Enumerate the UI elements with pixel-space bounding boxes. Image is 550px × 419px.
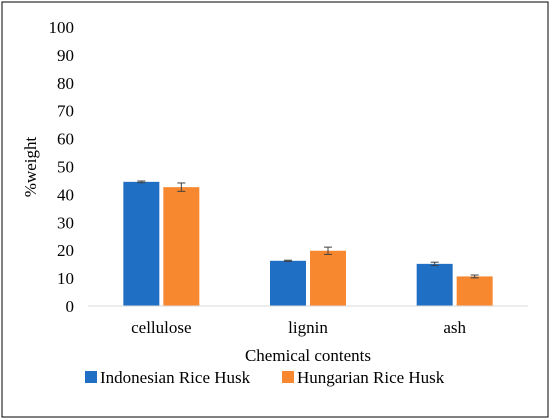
y-tick-label: 70 bbox=[57, 102, 74, 121]
x-tick-label: lignin bbox=[288, 318, 328, 337]
y-tick-label: 90 bbox=[57, 46, 74, 65]
y-tick-label: 20 bbox=[57, 241, 74, 260]
x-tick-label: ash bbox=[443, 318, 466, 337]
legend-label: Indonesian Rice Husk bbox=[100, 368, 251, 387]
x-axis-title: Chemical contents bbox=[245, 346, 371, 365]
x-axis-categories: cellulose lignin ash bbox=[131, 318, 466, 337]
y-tick-label: 30 bbox=[57, 213, 74, 232]
y-tick-label: 10 bbox=[57, 269, 74, 288]
bar-ash-0 bbox=[416, 263, 453, 306]
bar-lignin-0 bbox=[270, 260, 306, 306]
bar-series bbox=[123, 180, 493, 306]
y-axis-ticks: 0 10 20 30 40 50 60 70 80 90 100 bbox=[49, 18, 75, 316]
x-tick-label: cellulose bbox=[131, 318, 191, 337]
bar-ash-1 bbox=[456, 276, 493, 306]
y-tick-label: 50 bbox=[57, 158, 74, 177]
y-tick-label: 80 bbox=[57, 74, 74, 93]
y-tick-label: 60 bbox=[57, 130, 74, 149]
legend: Indonesian Rice Husk Hungarian Rice Husk bbox=[85, 368, 445, 387]
legend-swatch bbox=[85, 371, 97, 383]
y-tick-label: 40 bbox=[57, 185, 74, 204]
bar-cellulose-0 bbox=[123, 181, 160, 306]
y-tick-label: 0 bbox=[66, 297, 75, 316]
bar-cellulose-1 bbox=[163, 187, 200, 306]
bar-lignin-1 bbox=[310, 250, 346, 306]
legend-swatch bbox=[282, 371, 294, 383]
legend-label: Hungarian Rice Husk bbox=[297, 368, 445, 387]
y-axis-title: %weight bbox=[21, 137, 40, 198]
y-tick-label: 100 bbox=[49, 18, 75, 37]
